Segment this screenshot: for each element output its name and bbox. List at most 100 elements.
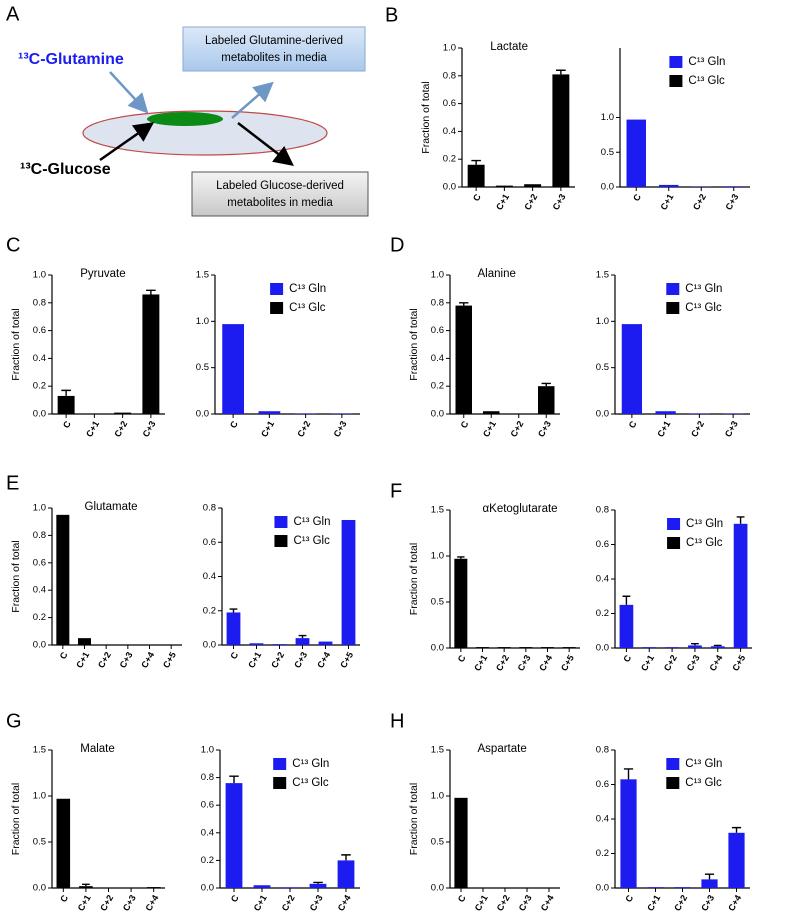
bar xyxy=(222,324,244,414)
x-tick-label: C+3 xyxy=(536,419,553,439)
chart: 0.0 0.5 1.0 C C+1 C+2 C+3 C¹³ Gln C¹³ Glc xyxy=(601,48,750,212)
error-bar xyxy=(457,556,465,559)
error-bar xyxy=(541,382,551,387)
box-text: metabolites in media xyxy=(227,197,333,209)
legend-label: C¹³ Glc xyxy=(292,777,329,789)
chart: 0.0 0.2 0.4 0.6 0.8 1.0 C C+1 C+2 C+3 C+4 C¹³ Gln C¹… xyxy=(201,745,360,913)
legend-label: C¹³ Gln xyxy=(292,758,329,770)
bar xyxy=(454,797,468,888)
chart: 0.0 0.2 0.4 0.6 0.8 1.0 C C+1 C+2 C+3 Lactate Fract… xyxy=(385,4,575,212)
y-tick-label: 1.0 xyxy=(33,270,46,281)
error-bar xyxy=(313,881,323,884)
bar xyxy=(57,395,75,414)
x-tick-label: C xyxy=(456,653,468,664)
x-tick-label: C+2 xyxy=(689,419,706,439)
y-tick-label: 0.0 xyxy=(443,182,456,193)
x-tick-label: C+1 xyxy=(84,419,101,439)
chart: 0.0 0.2 0.4 0.6 0.8 C C+1 C+2 C+3 C+4 C¹³ Gln C¹³ G… xyxy=(596,745,750,913)
y-axis-label: Fraction of total xyxy=(408,543,420,615)
legend-swatch xyxy=(669,75,683,87)
x-tick-label: C+4 xyxy=(139,650,156,670)
y-tick-label: 1.5 xyxy=(431,505,444,516)
bar xyxy=(495,185,513,187)
y-tick-label: 0.6 xyxy=(443,98,456,109)
y-tick-label: 0.8 xyxy=(596,745,609,756)
arrow xyxy=(237,122,294,167)
bar xyxy=(524,184,542,187)
y-tick-label: 1.0 xyxy=(596,316,609,327)
y-tick-label: 1.5 xyxy=(596,270,609,281)
bar xyxy=(688,645,702,648)
y-tick-label: 0.0 xyxy=(596,883,609,894)
y-tick-label: 1.0 xyxy=(33,503,46,514)
bar xyxy=(79,886,93,888)
x-tick-label: C+3 xyxy=(685,653,702,673)
x-tick-label: C xyxy=(228,650,240,661)
y-tick-label: 0.5 xyxy=(601,147,614,158)
y-axis-label: Fraction of total xyxy=(10,308,22,380)
chart: 0.0 0.5 1.0 1.5 C C+1 C+2 C+3 C+4 Malate Fraction … xyxy=(6,710,165,913)
y-tick-label: 1.5 xyxy=(33,745,46,756)
y-tick-label: 0.8 xyxy=(431,297,444,308)
legend-swatch xyxy=(273,777,287,789)
legend-label: C¹³ Gln xyxy=(293,516,330,528)
panel-letter: H xyxy=(390,710,404,732)
legend-swatch xyxy=(666,777,680,789)
chart: 0.0 0.5 1.0 1.5 C C+1 C+2 C+3 C+4 Aspartate Fracti… xyxy=(390,710,560,913)
x-tick-label: C+2 xyxy=(96,650,113,670)
legend-swatch xyxy=(270,302,284,314)
y-tick-label: 0.2 xyxy=(596,848,609,859)
y-tick-label: 0.6 xyxy=(596,539,609,550)
x-tick-label: C+3 xyxy=(121,893,138,913)
bar xyxy=(454,558,468,648)
x-tick-label: C xyxy=(456,893,468,904)
y-tick-label: 0.6 xyxy=(33,557,46,568)
x-tick-label: C+2 xyxy=(672,893,689,913)
x-tick-label: C+1 xyxy=(246,650,263,670)
legend-label: C¹³ Gln xyxy=(685,283,722,295)
x-tick-label: C+3 xyxy=(141,419,158,439)
error-bar xyxy=(229,775,239,784)
x-tick-label: C+2 xyxy=(508,419,525,439)
glutamine-label: ¹³C-Glutamine xyxy=(18,51,124,68)
y-tick-label: 0.8 xyxy=(596,505,609,516)
glucose-label: ¹³C-Glucose xyxy=(20,161,111,178)
y-tick-label: 1.5 xyxy=(196,270,209,281)
x-tick-label: C+2 xyxy=(295,419,312,439)
x-tick-label: C+1 xyxy=(472,653,489,673)
bar xyxy=(710,646,725,648)
error-bar xyxy=(622,595,631,605)
panel-letter: C xyxy=(6,234,20,256)
x-tick-label: C+4 xyxy=(707,653,724,673)
bar xyxy=(272,644,287,645)
x-tick-label: C xyxy=(58,893,70,904)
x-tick-label: C+4 xyxy=(143,893,160,913)
x-tick-label: C+1 xyxy=(76,893,93,913)
y-tick-label: 0.0 xyxy=(431,883,444,894)
chart-title: Glutamate xyxy=(85,501,138,513)
x-tick-label: C xyxy=(459,419,471,430)
x-tick-label: C+4 xyxy=(726,893,743,913)
y-tick-label: 0.0 xyxy=(596,643,609,654)
x-tick-label: C+1 xyxy=(655,419,672,439)
bar xyxy=(626,119,646,187)
y-tick-label: 0.5 xyxy=(596,362,609,373)
y-tick-label: 0.2 xyxy=(33,381,46,392)
x-tick-label: C+2 xyxy=(98,893,115,913)
y-tick-label: 0.6 xyxy=(201,800,214,811)
x-tick-label: C+4 xyxy=(315,650,332,670)
y-tick-label: 0.5 xyxy=(33,837,46,848)
y-tick-label: 0.6 xyxy=(431,325,444,336)
error-bar xyxy=(556,69,566,75)
x-tick-label: C+3 xyxy=(292,650,309,670)
y-tick-label: 1.0 xyxy=(201,745,214,756)
y-tick-label: 1.0 xyxy=(431,551,444,562)
x-tick-label: C+5 xyxy=(338,650,355,670)
legend-swatch xyxy=(667,518,681,530)
x-tick-label: C+1 xyxy=(252,893,269,913)
error-bar xyxy=(731,826,742,833)
arrow xyxy=(231,81,274,119)
y-tick-label: 0.4 xyxy=(33,353,46,364)
x-tick-label: C+5 xyxy=(559,653,576,673)
